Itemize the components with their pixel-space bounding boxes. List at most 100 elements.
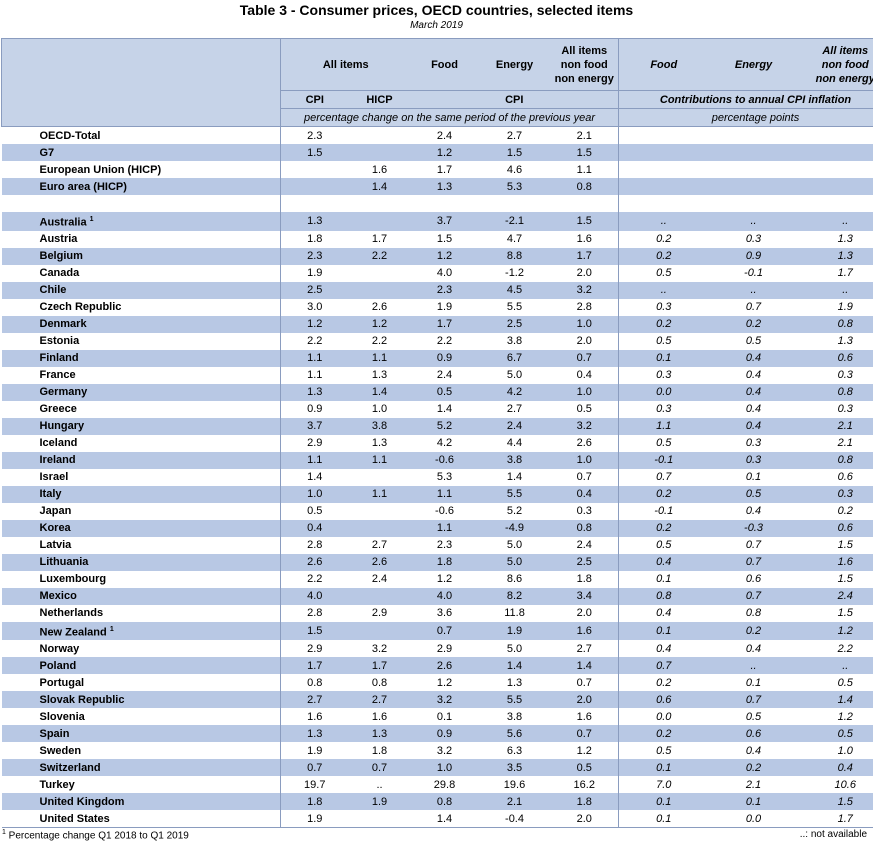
food-cell: 4.0 (410, 587, 479, 605)
table-title: Table 3 - Consumer prices, OECD countrie… (239, 2, 634, 18)
core-cell: 1.4 (550, 657, 620, 675)
food-cell: 5.2 (410, 417, 479, 435)
energy-contrib-cell: 0.7 (708, 587, 799, 605)
hicp-cell (348, 502, 411, 520)
food-contrib-cell: 0.1 (618, 793, 709, 811)
core-cell: 3.4 (550, 587, 620, 605)
food-cell: 2.9 (410, 640, 479, 658)
hicp-cell: 1.1 (348, 485, 411, 503)
hicp-cell: 1.6 (348, 708, 411, 726)
cpi-cell: 1.4 (280, 468, 349, 486)
food-cell: 1.3 (410, 178, 479, 195)
core-cell: 2.4 (550, 536, 620, 554)
row-name-text: Latvia (39, 539, 72, 552)
energy-cell: 2.5 (478, 315, 551, 333)
food-contrib-cell: 0.5 (618, 332, 709, 350)
cpi-cell: 1.6 (280, 708, 349, 726)
country-row: Austria 1.8 1.7 1.5 4.7 1.6 0.2 0.3 1.3 (1, 230, 873, 248)
country-row: Czech Republic 3.0 2.6 1.9 5.5 2.8 0.3 0.7 1.9 (1, 298, 873, 316)
country-row: Chile 2.5 2.3 4.5 3.2...... (1, 281, 873, 299)
energy-cell: 4.6 (478, 161, 551, 178)
country-row: United Kingdom 1.8 1.9 0.8 2.1 1.8 0.1 0.1 1.5 (1, 793, 873, 811)
row-name: Poland (1, 657, 281, 675)
core-contrib-cell: 1.3 (798, 230, 873, 248)
header-core-contrib-line-3: non energy (815, 72, 873, 85)
country-row: Netherlands 2.8 2.9 3.6 11.8 2.0 0.4 0.8 1.5 (1, 604, 873, 622)
energy-contrib-cell: 0.7 (708, 553, 799, 571)
energy-contrib-cell: .. (708, 212, 799, 231)
energy-contrib-cell: 0.4 (708, 742, 799, 760)
core-cell: 1.0 (550, 315, 620, 333)
country-row: Belgium 2.3 2.2 1.2 8.8 1.7 0.2 0.9 1.3 (1, 247, 873, 265)
row-name-text: Germany (39, 386, 88, 399)
core-contrib-cell: 1.2 (798, 621, 873, 641)
row-name: Norway (1, 640, 281, 658)
energy-cell: 4.4 (478, 434, 551, 452)
row-name-text: United Kingdom (39, 795, 125, 808)
food-contrib-cell: 0.1 (618, 759, 709, 777)
hicp-cell (348, 587, 411, 605)
header-pct-change: percentage change on the same period of … (280, 108, 620, 127)
spacer-cell (798, 195, 873, 212)
core-cell: 2.0 (550, 332, 620, 350)
row-name: Mexico (1, 587, 281, 605)
energy-contrib-cell: 0.5 (708, 332, 799, 350)
hicp-cell (348, 281, 411, 299)
row-name: Finland (1, 349, 281, 367)
row-name: Australia 1 (1, 212, 281, 231)
row-name: Czech Republic (1, 298, 281, 316)
country-row: Luxembourg 2.2 2.4 1.2 8.6 1.8 0.1 0.6 1.5 (1, 570, 873, 588)
spacer-cell (550, 195, 620, 212)
energy-cell: 5.2 (478, 502, 551, 520)
food-contrib-cell: 0.2 (618, 725, 709, 743)
country-row: Denmark 1.2 1.2 1.7 2.5 1.0 0.2 0.2 0.8 (1, 315, 873, 333)
spacer-cell (280, 195, 349, 212)
core-contrib-cell: 1.4 (798, 691, 873, 709)
country-row: Mexico 4.0 4.0 8.2 3.4 0.8 0.7 2.4 (1, 587, 873, 605)
energy-cell: 1.4 (478, 657, 551, 675)
core-cell: 1.8 (550, 793, 620, 811)
row-name: Ireland (1, 451, 281, 469)
hicp-cell: 2.6 (348, 553, 411, 571)
row-name-text: Slovenia (39, 710, 85, 723)
row-name-text: Iceland (39, 437, 78, 450)
core-cell: 2.5 (550, 553, 620, 571)
energy-contrib-cell: 0.7 (708, 691, 799, 709)
food-contrib-cell: 0.2 (618, 485, 709, 503)
hicp-cell (348, 468, 411, 486)
row-name: Austria (1, 230, 281, 248)
core-cell: 2.0 (550, 264, 620, 282)
core-cell: 0.8 (550, 519, 620, 537)
energy-cell: 1.4 (478, 468, 551, 486)
country-row: Slovak Republic 2.7 2.7 3.2 5.5 2.0 0.6 0.7 1.4 (1, 691, 873, 709)
energy-contrib-cell: 0.4 (708, 502, 799, 520)
header-cpi: CPI (280, 90, 349, 109)
core-cell: 16.2 (550, 776, 620, 794)
hicp-cell: 2.2 (348, 247, 411, 265)
food-cell: -0.6 (410, 451, 479, 469)
cpi-cell: 2.3 (280, 247, 349, 265)
food-cell: 29.8 (410, 776, 479, 794)
cpi-cell: 2.3 (280, 126, 349, 144)
food-contrib-cell: 7.0 (618, 776, 709, 794)
core-contrib-cell: 1.5 (798, 793, 873, 811)
energy-cell: 3.5 (478, 759, 551, 777)
core-contrib-cell: 10.6 (798, 776, 873, 794)
core-cell: 0.4 (550, 366, 620, 384)
country-row: Israel 1.4 5.3 1.4 0.7 0.7 0.1 0.6 (1, 468, 873, 486)
core-contrib-cell: .. (798, 281, 873, 299)
energy-cell: 3.8 (478, 708, 551, 726)
header-food: Food (410, 38, 479, 91)
core-contrib-cell: 1.3 (798, 247, 873, 265)
core-cell: 2.0 (550, 604, 620, 622)
row-name: Spain (1, 725, 281, 743)
food-cell: 1.4 (410, 810, 479, 829)
hicp-cell: 1.7 (348, 230, 411, 248)
core-contrib-cell: 0.3 (798, 485, 873, 503)
row-name-text: Denmark (39, 318, 87, 331)
hicp-cell (348, 810, 411, 829)
country-row: Canada 1.9 4.0 -1.2 2.0 0.5 -0.1 1.7 (1, 264, 873, 282)
header-pct-points: percentage points (618, 108, 873, 127)
core-contrib-cell: 0.6 (798, 519, 873, 537)
header-row-2: CPI HICP CPI Contributions to annual CPI… (2, 90, 873, 109)
